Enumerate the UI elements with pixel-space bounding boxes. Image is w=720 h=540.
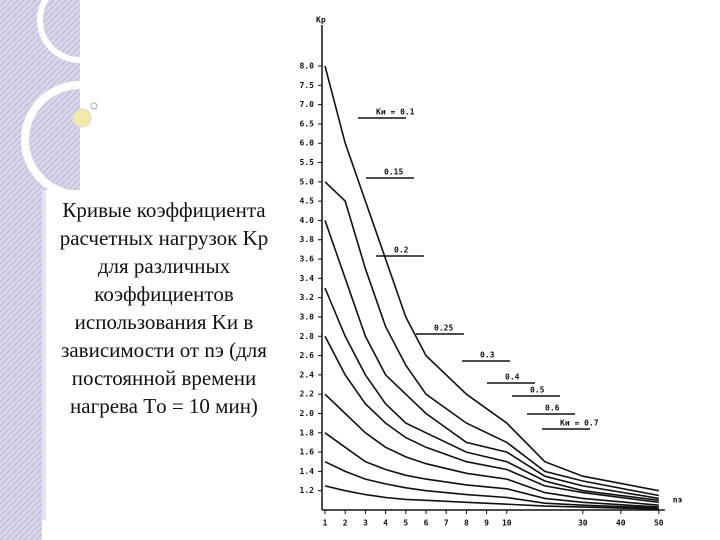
x-tick-label: 2 bbox=[343, 519, 348, 528]
legend-label: 0.15 bbox=[384, 168, 403, 177]
y-tick-label: 1.2 bbox=[300, 486, 315, 495]
curve bbox=[324, 287, 659, 502]
legend-label: Kи = 0.7 bbox=[560, 419, 599, 428]
ring bbox=[37, 0, 123, 63]
legend-label: 0.6 bbox=[545, 404, 560, 413]
ring bbox=[21, 81, 139, 199]
y-tick-label: 7.5 bbox=[300, 81, 315, 90]
curve bbox=[324, 65, 659, 492]
x-tick-label: 5 bbox=[403, 519, 408, 528]
dot bbox=[72, 108, 92, 128]
caption: Кривые коэффициента расчетных нагрузок K… bbox=[59, 198, 269, 418]
y-tick-label: 6.5 bbox=[300, 119, 315, 128]
x-tick-label: 40 bbox=[616, 519, 626, 528]
y-tick-label: 2.6 bbox=[300, 351, 315, 360]
y-tick-label: 7.0 bbox=[300, 100, 315, 109]
y-tick-label: 5.0 bbox=[300, 177, 315, 186]
legend-label: 0.4 bbox=[505, 373, 520, 382]
x-tick-label: 1 bbox=[323, 519, 328, 528]
curve bbox=[324, 220, 659, 500]
y-tick-label: 1.6 bbox=[300, 448, 315, 457]
x-axis-title: nэ bbox=[673, 496, 683, 505]
x-tick-label: 8 bbox=[464, 519, 469, 528]
curve bbox=[324, 460, 659, 509]
x-tick-label: 50 bbox=[654, 519, 664, 528]
x-tick-label: 9 bbox=[484, 519, 489, 528]
curve bbox=[324, 393, 659, 506]
legend-label: 0.5 bbox=[530, 386, 545, 395]
dot bbox=[90, 102, 98, 110]
side-band bbox=[0, 0, 42, 540]
curve bbox=[324, 485, 659, 510]
legend-label: Kи = 0.1 bbox=[376, 108, 415, 117]
y-tick-label: 1.8 bbox=[300, 428, 315, 437]
y-tick-label: 2.4 bbox=[300, 370, 315, 379]
legend-label: 0.25 bbox=[434, 324, 453, 333]
y-tick-label: 3.2 bbox=[300, 293, 315, 302]
legend-label: 0.3 bbox=[480, 351, 495, 360]
edge bbox=[42, 190, 46, 520]
y-axis-title: Kр bbox=[316, 16, 326, 25]
y-tick-label: 3.8 bbox=[300, 235, 315, 244]
y-tick-label: 3.6 bbox=[300, 255, 315, 264]
x-tick-label: 6 bbox=[424, 519, 429, 528]
y-tick-label: 6.0 bbox=[300, 139, 315, 148]
x-tick-label: 7 bbox=[444, 519, 449, 528]
y-tick-label: 3.4 bbox=[300, 274, 315, 283]
x-tick-label: 30 bbox=[578, 519, 588, 528]
curve bbox=[324, 432, 659, 508]
legend-label: 0.2 bbox=[394, 246, 409, 255]
curve bbox=[324, 335, 659, 504]
y-tick-label: 4.0 bbox=[300, 216, 315, 225]
curve bbox=[324, 181, 659, 497]
y-tick-label: 5.5 bbox=[300, 158, 315, 167]
y-tick-label: 4.5 bbox=[300, 197, 315, 206]
y-tick-label: 2.0 bbox=[300, 409, 315, 418]
x-tick-label: 4 bbox=[383, 519, 388, 528]
y-tick-label: 8.0 bbox=[300, 62, 315, 71]
y-tick-label: 2.8 bbox=[300, 332, 315, 341]
y-tick-label: 3.0 bbox=[300, 312, 315, 321]
x-tick-label: 10 bbox=[502, 519, 512, 528]
x-tick-label: 3 bbox=[363, 519, 368, 528]
y-tick-label: 1.4 bbox=[300, 467, 315, 476]
y-tick-label: 2.2 bbox=[300, 390, 315, 399]
